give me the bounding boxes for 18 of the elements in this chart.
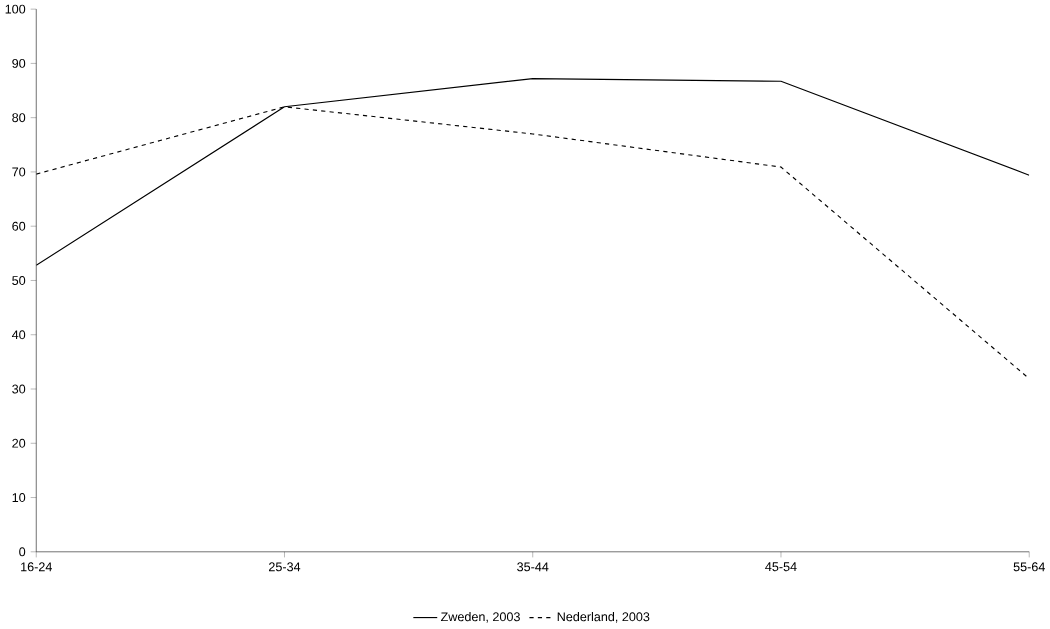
y-tick-label: 50 [12, 276, 26, 286]
x-tick-label: 16-24 [21, 562, 52, 572]
legend-label: Zweden, 2003 [440, 612, 520, 623]
x-tick-label: 25-34 [269, 562, 301, 572]
y-tick-label: 90 [12, 59, 26, 68]
y-tick-label: 20 [12, 438, 26, 448]
x-tick-label: 45-54 [765, 562, 797, 572]
y-tick-label: 100 [5, 4, 26, 14]
y-tick-label: 30 [12, 384, 26, 394]
legend-label: Nederland, 2003 [557, 612, 650, 623]
y-tick-label: 70 [12, 167, 26, 177]
y-tick-label: 40 [11, 330, 26, 340]
y-tick-label: 0 [19, 547, 26, 557]
x-tick-label: 35-44 [517, 562, 549, 572]
x-tick-label: 55-64 [1013, 562, 1045, 572]
y-tick-label: 10 [12, 493, 26, 503]
y-tick-label: 60 [12, 221, 26, 231]
y-tick-label: 80 [12, 113, 26, 123]
